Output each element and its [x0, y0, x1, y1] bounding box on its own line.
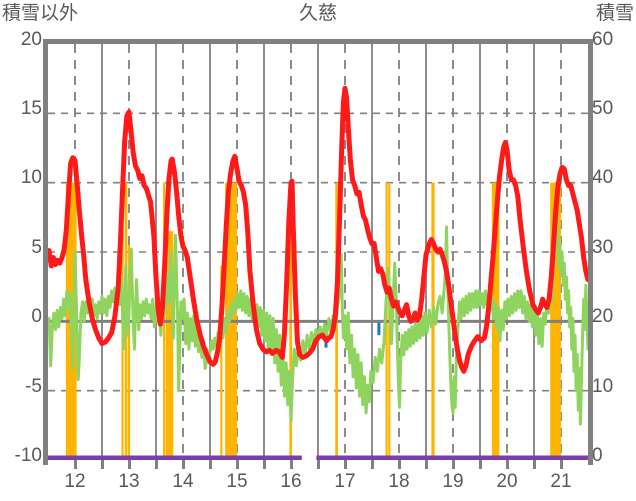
x-tick-16: 16: [280, 471, 302, 492]
x-major-tick: [533, 460, 536, 469]
left-tick-20: 20: [20, 29, 42, 50]
left-tick-10: 10: [20, 167, 42, 188]
left-tick-5: 5: [31, 237, 42, 258]
x-tick-18: 18: [388, 471, 410, 492]
x-minor-tick: [236, 460, 239, 469]
x-minor-tick: [344, 460, 347, 469]
red-series-line: [48, 85, 588, 374]
x-tick-14: 14: [172, 471, 194, 492]
x-major-tick: [155, 460, 158, 469]
x-minor-tick: [398, 460, 401, 469]
x-minor-tick: [74, 460, 77, 469]
right-axis-title: 積雪: [595, 2, 634, 24]
x-minor-tick: [452, 460, 455, 469]
left-tick-neg10: -10: [14, 445, 42, 466]
chart-title: 久慈: [298, 2, 337, 24]
x-major-tick: [101, 460, 104, 469]
plot-area: [48, 44, 588, 460]
right-tick-0: 0: [592, 445, 603, 466]
x-tick-19: 19: [442, 471, 464, 492]
x-major-tick: [479, 460, 482, 469]
right-tick-50: 50: [592, 98, 614, 119]
x-major-tick: [263, 460, 266, 469]
x-tick-12: 12: [64, 471, 86, 492]
x-tick-20: 20: [496, 471, 518, 492]
left-tick-0: 0: [31, 306, 42, 327]
x-tick-21: 21: [550, 471, 572, 492]
x-major-tick: [371, 460, 374, 469]
x-tick-15: 15: [226, 471, 248, 492]
x-major-tick: [425, 460, 428, 469]
left-axis-title: 積雪以外: [2, 2, 79, 24]
x-major-tick: [317, 460, 320, 469]
right-tick-40: 40: [592, 167, 614, 188]
x-minor-tick: [128, 460, 131, 469]
x-minor-tick: [290, 460, 293, 469]
x-minor-tick: [560, 460, 563, 469]
x-minor-tick: [182, 460, 185, 469]
x-tick-17: 17: [334, 471, 356, 492]
right-tick-10: 10: [592, 376, 614, 397]
right-tick-60: 60: [592, 29, 614, 50]
green-series-line: [48, 211, 588, 426]
x-major-tick: [209, 460, 212, 469]
x-tick-13: 13: [118, 471, 140, 492]
right-tick-30: 30: [592, 237, 614, 258]
x-minor-tick: [506, 460, 509, 469]
left-tick-neg5: -5: [25, 376, 42, 397]
right-tick-20: 20: [592, 306, 614, 327]
left-tick-15: 15: [20, 98, 42, 119]
